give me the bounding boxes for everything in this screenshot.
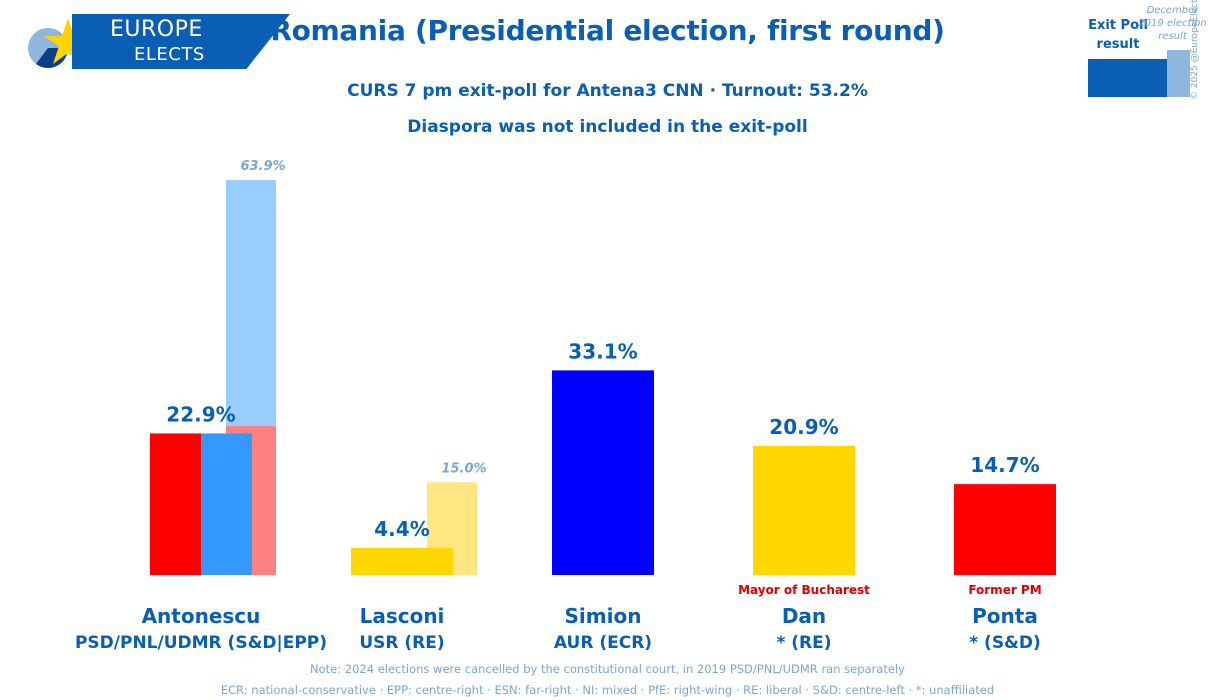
candidate-party: * (S&D) — [969, 633, 1041, 653]
exit-poll-bar-dan — [753, 445, 855, 575]
footer-note: Note: 2024 elections were cancelled by t… — [310, 662, 905, 676]
legend: Exit Poll result December 2019 election … — [1085, 4, 1210, 104]
previous-value-label: 63.9% — [240, 159, 285, 174]
candidate-note: Former PM — [968, 583, 1041, 597]
data-label: 22.9% — [166, 402, 235, 426]
chart-subtitle-2: Diaspora was not included in the exit-po… — [407, 117, 808, 137]
data-label: 33.1% — [568, 339, 637, 363]
exit-poll-bar-antonescu — [201, 433, 252, 575]
candidate-name: Antonescu — [142, 604, 261, 628]
exit-poll-bar-antonescu — [150, 433, 201, 575]
previous-value-label: 15.0% — [441, 461, 486, 476]
candidate-party: AUR (ECR) — [554, 633, 652, 653]
legend-exit-poll-label: Exit Poll result — [1088, 18, 1148, 52]
data-label: 20.9% — [769, 415, 838, 439]
candidate-party: PSD/PNL/UDMR (S&D|EPP) — [75, 633, 327, 653]
logo-line2: ELECTS — [134, 44, 205, 65]
legend-previous-label: December 2019 election result — [1138, 5, 1207, 42]
data-label: 14.7% — [970, 453, 1039, 477]
europe-elects-logo: EUROPE ELECTS — [22, 12, 290, 70]
candidate-name: Dan — [782, 604, 826, 628]
chart-subtitle: CURS 7 pm exit-poll for Antena3 CNN · Tu… — [347, 81, 868, 101]
candidate-name: Ponta — [972, 604, 1038, 628]
footer-legend-note: ECR: national-conservative · EPP: centre… — [220, 683, 995, 697]
candidate-note: Mayor of Bucharest — [738, 583, 870, 597]
candidate-party: * (RE) — [776, 633, 831, 653]
legend-exit-poll-swatch — [1088, 59, 1167, 97]
data-label: 4.4% — [374, 517, 429, 541]
candidate-party: USR (RE) — [359, 633, 444, 653]
exit-poll-bar-lasconi — [351, 547, 453, 575]
legend-previous-swatch — [1167, 50, 1190, 97]
exit-poll-bar-simion — [552, 370, 654, 575]
exit-poll-bar-ponta — [954, 484, 1056, 575]
logo-line1: EUROPE — [110, 17, 203, 42]
logo-globe-star-icon — [28, 18, 92, 68]
chart-title: Romania (Presidential election, first ro… — [270, 14, 945, 47]
candidate-name: Lasconi — [360, 604, 445, 628]
previous-bar-segment-antonescu — [226, 180, 276, 427]
candidate-name: Simion — [565, 604, 642, 628]
